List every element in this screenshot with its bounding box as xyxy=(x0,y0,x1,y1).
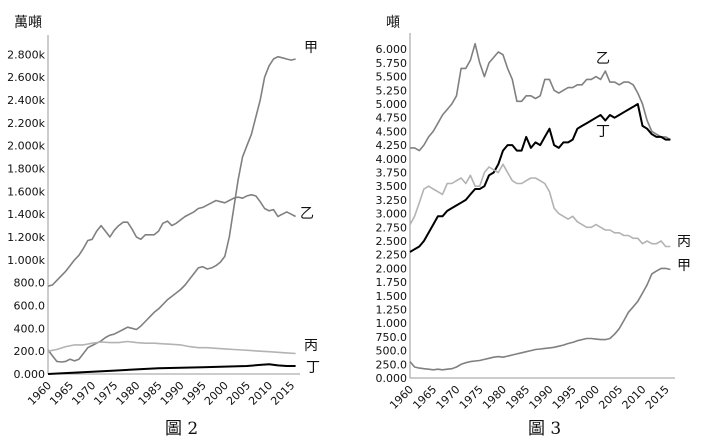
series-label: 丙 xyxy=(677,234,691,250)
series-label: 丁 xyxy=(596,124,610,140)
series-line-乙 xyxy=(410,42,671,152)
y-tick-label: 250.0 xyxy=(376,358,408,371)
y-unit-label: 萬噸 xyxy=(14,15,42,31)
series-line-甲 xyxy=(47,55,296,363)
y-tick-label: 1.500 xyxy=(376,290,408,303)
y-tick-label: 4.750 xyxy=(376,112,408,125)
x-tick-label: 1995 xyxy=(550,383,579,412)
y-tick-label: 1.800k xyxy=(7,163,45,176)
y-tick-label: 4.000 xyxy=(376,153,408,166)
y-tick-label: 5.000 xyxy=(376,98,408,111)
series-line-丁 xyxy=(409,103,671,253)
series-label: 甲 xyxy=(677,258,691,274)
x-tick-label: 1970 xyxy=(434,383,463,412)
x-tick-label: 1985 xyxy=(136,379,165,408)
y-tick-label: 2.600k xyxy=(7,71,45,84)
y-tick-label: 3.250 xyxy=(376,194,408,207)
x-tick-label: 2005 xyxy=(596,383,625,412)
series-layer xyxy=(409,42,671,371)
y-tick-label: 5.250 xyxy=(376,84,408,97)
y-tick-label: 4.250 xyxy=(376,139,408,152)
axes: 0.000 200.0 400.0 600.0 800.0 1.000k 1.200k 1.4… xyxy=(7,35,300,408)
y-tick-label: 1.200k xyxy=(7,231,45,244)
x-tick-label: 2005 xyxy=(224,379,253,408)
y-tick-label: 400.0 xyxy=(14,322,46,335)
x-tick-label: 1995 xyxy=(180,379,209,408)
x-tick-label: 1990 xyxy=(158,379,187,408)
y-tick-label: 1.250 xyxy=(376,304,408,317)
y-unit-label: 噸 xyxy=(386,15,400,31)
series-line-丁 xyxy=(47,363,296,375)
y-tick-label: 2.750 xyxy=(376,221,408,234)
x-tick-label: 1985 xyxy=(503,383,532,412)
x-tick-label: 2010 xyxy=(246,379,275,408)
series-label: 乙 xyxy=(300,206,314,222)
x-tick-label: 1990 xyxy=(527,383,556,412)
series-label: 甲 xyxy=(304,40,318,56)
y-tick-label: 2.200k xyxy=(7,117,45,130)
x-tick-label: 1965 xyxy=(410,383,439,412)
x-tick-label: 2000 xyxy=(202,379,231,408)
y-tick-label: 750.0 xyxy=(376,331,408,344)
y-tick-label: 1.400k xyxy=(7,208,45,221)
y-tick-label: 0.000 xyxy=(14,368,46,381)
x-tick-label: 1970 xyxy=(69,379,98,408)
y-tick-label: 3.000 xyxy=(376,208,408,221)
x-tick-label: 2015 xyxy=(643,383,672,412)
x-tick-label: 1975 xyxy=(91,379,120,408)
x-tick-label: 1960 xyxy=(387,383,416,412)
y-tick-label: 5.500 xyxy=(376,71,408,84)
y-tick-label: 1.750 xyxy=(376,276,408,289)
y-tick-label: 2.000k xyxy=(7,140,45,153)
x-tick-label: 1965 xyxy=(47,379,76,408)
y-tick-label: 0.000 xyxy=(376,372,408,385)
series-label: 丙 xyxy=(304,338,318,354)
y-tick-label: 2.000 xyxy=(376,262,408,275)
series-line-丙 xyxy=(409,163,671,248)
x-tick-label: 1980 xyxy=(114,379,143,408)
y-tick-label: 3.750 xyxy=(376,167,408,180)
y-tick-label: 1.600k xyxy=(7,185,45,198)
x-tick-label: 1960 xyxy=(25,379,54,408)
chart-figure-3: 噸 0.000250.0500.0750.01.0001.2501.5001.7… xyxy=(376,15,692,439)
series-label: 乙 xyxy=(596,51,610,67)
y-tick-label: 2.400k xyxy=(7,94,45,107)
series-layer xyxy=(47,55,296,375)
axes: 0.000250.0500.0750.01.0001.2501.5001.750… xyxy=(376,33,675,412)
y-tick-label: 1.000k xyxy=(7,254,45,267)
series-line-丙 xyxy=(47,340,296,355)
y-tick-label: 500.0 xyxy=(376,345,408,358)
y-tick-label: 600.0 xyxy=(14,300,46,313)
y-tick-label: 5.750 xyxy=(376,57,408,70)
y-tick-label: 200.0 xyxy=(14,345,46,358)
x-tick-label: 1975 xyxy=(457,383,486,412)
figure-caption: 圖 3 xyxy=(528,419,561,439)
x-tick-label: 2015 xyxy=(268,379,297,408)
x-tick-label: 2000 xyxy=(573,383,602,412)
series-line-甲 xyxy=(409,267,671,371)
series-label: 丁 xyxy=(306,360,320,376)
y-tick-label: 2.250 xyxy=(376,249,408,262)
y-tick-label: 1.000 xyxy=(376,317,408,330)
y-tick-label: 4.500 xyxy=(376,125,408,138)
x-tick-label: 1980 xyxy=(480,383,509,412)
y-tick-label: 2.500 xyxy=(376,235,408,248)
x-tick-label: 2010 xyxy=(620,383,649,412)
series-line-乙 xyxy=(47,194,296,287)
y-tick-label: 2.800k xyxy=(7,48,45,61)
y-tick-label: 3.500 xyxy=(376,180,408,193)
figure-caption: 圖 2 xyxy=(165,419,198,439)
y-tick-label: 800.0 xyxy=(14,277,46,290)
y-tick-label: 6.000 xyxy=(376,43,408,56)
chart-figure-2: 萬噸 0.000 200.0 400.0 600.0 800.0 1.000k 1.200k… xyxy=(7,15,320,439)
